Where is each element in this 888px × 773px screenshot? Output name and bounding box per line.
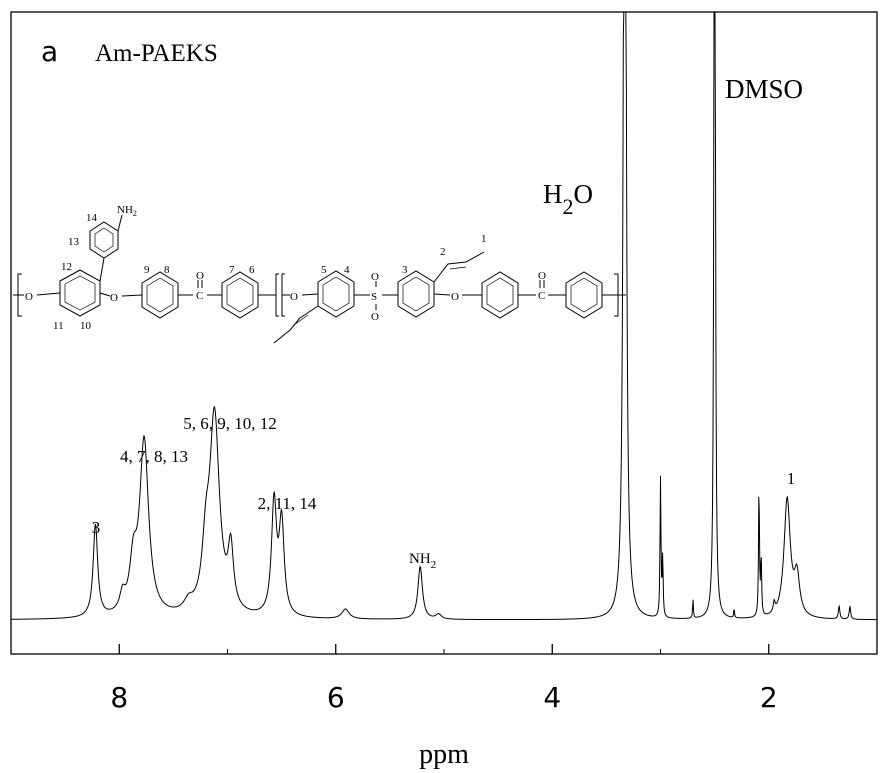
annotation-peak-1: 1 xyxy=(787,469,796,488)
annotation-peak-2-11-14: 2, 11, 14 xyxy=(258,494,317,513)
bond-b-nh2 xyxy=(117,214,123,232)
label-n2: 2 xyxy=(440,246,446,258)
label-n3: 3 xyxy=(402,264,408,276)
label-o-3: O xyxy=(290,291,298,303)
propenyl-left-double xyxy=(293,314,309,326)
annotation-h2o: H2O xyxy=(543,179,593,219)
annotation-peak-3: 3 xyxy=(92,518,101,537)
label-n6: 6 xyxy=(249,264,255,276)
label-n12: 12 xyxy=(61,261,72,273)
ring-a xyxy=(59,269,101,317)
structure-labels: NH2 O O C O O S O O O C O 14 13 12 11 10… xyxy=(25,204,546,332)
label-n5: 5 xyxy=(321,264,327,276)
annotation-dmso: DMSO xyxy=(725,74,803,104)
chemical-structure xyxy=(13,214,626,344)
x-tick-label: 6 xyxy=(327,681,345,714)
x-tick-label: 2 xyxy=(760,681,778,714)
bond-a-o xyxy=(99,292,111,297)
ring-h xyxy=(565,271,603,319)
label-s: S xyxy=(371,291,377,303)
ring-f-inner xyxy=(402,276,430,312)
spectrum-line xyxy=(10,11,877,621)
label-o-s-top: O xyxy=(371,271,379,283)
label-n13: 13 xyxy=(68,236,80,248)
plot-frame xyxy=(10,11,878,655)
label-n8: 8 xyxy=(164,264,170,276)
label-n4: 4 xyxy=(344,264,350,276)
bond-f-o xyxy=(433,293,451,296)
x-axis-label: ppm xyxy=(419,739,469,770)
label-o-c2: O xyxy=(538,270,546,282)
x-axis-ticks: 8 6 4 2 xyxy=(10,644,878,714)
panel-label: a xyxy=(41,35,58,68)
label-n7: 7 xyxy=(229,264,235,276)
ring-a-inner xyxy=(64,275,96,311)
label-o-2: O xyxy=(110,292,118,304)
chart-title: Am-PAEKS xyxy=(95,40,218,67)
label-n9: 9 xyxy=(144,264,150,276)
peak-annotations: 3 4, 7, 8, 13 5, 6, 9, 10, 12 2, 11, 14 … xyxy=(92,74,803,571)
label-nh2: NH2 xyxy=(117,204,137,218)
label-n11: 11 xyxy=(53,320,64,332)
ring-c xyxy=(141,271,179,319)
label-n1: 1 xyxy=(481,233,487,245)
label-c-1: C xyxy=(196,290,203,302)
ring-g xyxy=(481,271,519,319)
ring-h-inner xyxy=(570,277,598,313)
ring-e-inner xyxy=(322,276,350,312)
annotation-peak-4-7-8-13: 4, 7, 8, 13 xyxy=(120,447,188,466)
annotation-peak-5-6-9-10-12: 5, 6, 9, 10, 12 xyxy=(183,414,277,433)
label-o-1: O xyxy=(25,291,33,303)
propenyl-right xyxy=(433,251,485,283)
label-o-c1: O xyxy=(196,270,204,282)
ring-b xyxy=(89,221,119,259)
x-tick-label: 4 xyxy=(543,681,561,714)
ring-f xyxy=(397,270,435,318)
ring-b-inner xyxy=(94,227,114,253)
ring-g-inner xyxy=(486,277,514,313)
bond-o-a xyxy=(36,292,61,296)
label-n10: 10 xyxy=(80,320,92,332)
bond-o-e xyxy=(301,293,319,296)
label-c-2: C xyxy=(538,290,545,302)
bond-a-b xyxy=(99,257,105,282)
propenyl-left xyxy=(273,305,319,344)
label-o-4: O xyxy=(451,291,459,303)
ring-c-inner xyxy=(146,277,174,313)
ring-e xyxy=(317,270,355,318)
label-o-s-bottom: O xyxy=(371,311,379,323)
label-n14: 14 xyxy=(86,212,98,224)
annotation-nh2: NH2 xyxy=(409,551,436,571)
propenyl-right-double xyxy=(449,266,467,270)
ring-d-inner xyxy=(226,277,254,313)
ring-d xyxy=(221,271,259,319)
bond-o-c xyxy=(121,294,143,297)
x-tick-label: 8 xyxy=(110,681,128,714)
